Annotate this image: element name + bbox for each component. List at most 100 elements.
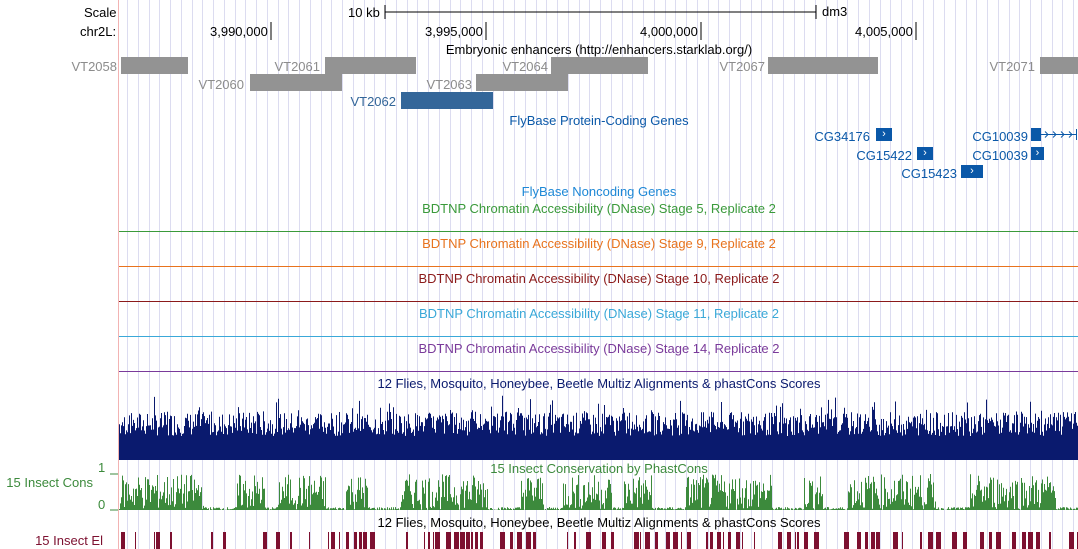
multiz-wiggle[interactable]: [119, 392, 1078, 460]
gene-feature[interactable]: ›: [917, 147, 933, 160]
conserved-element: [920, 532, 922, 549]
dnase-track-title: BDTNP Chromatin Accessibility (DNase) St…: [422, 201, 776, 216]
enhancer-feature[interactable]: [401, 92, 493, 109]
enhancer-feature[interactable]: [325, 57, 416, 74]
conserved-element: [611, 532, 614, 549]
scale-label: Scale: [84, 5, 117, 20]
dnase-signal-line[interactable]: [119, 336, 1078, 337]
dnase-track-title: BDTNP Chromatin Accessibility (DNase) St…: [422, 236, 776, 251]
enhancer-label[interactable]: VT2058: [71, 59, 117, 74]
conserved-element: [687, 532, 691, 549]
enhancer-label[interactable]: VT2062: [350, 94, 396, 109]
enhancer-feature[interactable]: [1040, 57, 1078, 74]
protein-genes-track-title: FlyBase Protein-Coding Genes: [509, 113, 689, 128]
conserved-element: [778, 532, 782, 549]
enhancer-feature[interactable]: [768, 57, 878, 74]
gene-feature[interactable]: ›: [1031, 147, 1044, 160]
dnase-track-title: BDTNP Chromatin Accessibility (DNase) St…: [418, 271, 780, 286]
dnase-signal-line[interactable]: [119, 371, 1078, 372]
conserved-element: [666, 532, 670, 549]
gene-label[interactable]: CG10039: [972, 129, 1028, 144]
conserved-element: [276, 532, 280, 549]
conserved-element: [797, 532, 799, 549]
gene-feature[interactable]: [1031, 128, 1041, 141]
gene-label[interactable]: CG34176: [814, 129, 870, 144]
enhancer-feature[interactable]: [551, 57, 648, 74]
conserved-element: [655, 532, 658, 549]
conserved-element: [980, 532, 984, 549]
conserved-element: [857, 532, 861, 549]
enhancer-label[interactable]: VT2064: [502, 59, 548, 74]
conserved-element: [406, 532, 408, 549]
phastcons-wiggle[interactable]: [119, 474, 1078, 514]
conserved-element: [331, 532, 335, 549]
dnase-signal-line[interactable]: [119, 231, 1078, 232]
conserved-element: [717, 532, 721, 549]
conserved-element: [586, 532, 591, 549]
gene-label[interactable]: CG15422: [856, 148, 912, 163]
conserved-element: [952, 532, 957, 549]
conserved-element: [211, 532, 213, 549]
conserved-element: [602, 532, 606, 549]
conserved-element: [963, 532, 967, 549]
conserved-element: [156, 532, 160, 549]
conserved-element: [876, 532, 880, 549]
elements-side-label[interactable]: 15 Insect El: [35, 533, 103, 548]
conserved-elements[interactable]: [119, 531, 1078, 549]
enhancer-label[interactable]: VT2060: [198, 77, 244, 92]
conserved-element: [471, 532, 473, 549]
conserved-element: [309, 532, 310, 549]
axis-min-label: 0: [98, 497, 106, 512]
conserved-element: [865, 532, 868, 549]
conserved-element: [517, 532, 522, 549]
conserved-element: [1028, 532, 1033, 549]
position-tick-label: 3,995,000: [425, 24, 483, 39]
conserved-element: [435, 532, 440, 549]
gene-label[interactable]: CG15423: [901, 166, 957, 181]
conserved-element: [795, 532, 796, 549]
dnase-signal-line[interactable]: [119, 301, 1078, 302]
conserved-element: [121, 532, 125, 549]
conserved-element: [673, 532, 678, 549]
enhancer-label[interactable]: VT2063: [426, 77, 472, 92]
conserved-element: [370, 532, 375, 549]
enhancers-track-title: Embryonic enhancers (http://enhancers.st…: [445, 42, 753, 57]
gene-feature[interactable]: ›: [961, 165, 983, 178]
enhancer-feature[interactable]: [476, 74, 568, 91]
conserved-element: [354, 532, 357, 549]
conserved-element: [446, 532, 451, 549]
assembly-label: dm3: [822, 4, 848, 19]
position-ruler: [270, 22, 917, 40]
conserved-element: [290, 532, 292, 549]
phastcons-axis-ticks: [110, 473, 118, 511]
conserved-element: [510, 532, 513, 549]
label-divider: [118, 0, 119, 549]
dnase-signal-line[interactable]: [119, 266, 1078, 267]
gene-label[interactable]: CG10039: [972, 148, 1028, 163]
enhancer-label[interactable]: VT2061: [274, 59, 320, 74]
enhancer-label[interactable]: VT2067: [719, 59, 765, 74]
gene-feature[interactable]: ›: [876, 128, 892, 141]
conserved-element: [928, 532, 933, 549]
chrom-label: chr2L:: [80, 24, 117, 39]
conserved-element: [989, 532, 992, 549]
conserved-element: [500, 532, 505, 549]
dnase-track-title: BDTNP Chromatin Accessibility (DNase) St…: [418, 341, 780, 356]
conserved-element: [533, 532, 536, 549]
enhancer-feature[interactable]: [121, 57, 188, 74]
enhancer-feature[interactable]: [250, 74, 342, 91]
conserved-element: [844, 532, 849, 549]
enhancer-label[interactable]: VT2071: [989, 59, 1035, 74]
conserved-element: [424, 532, 425, 549]
conserved-element: [170, 532, 172, 549]
conserved-element: [871, 532, 875, 549]
position-tick-label: 3,990,000: [210, 24, 268, 39]
conserved-element: [787, 532, 791, 549]
conserved-element: [154, 532, 155, 549]
conserved-element: [893, 532, 898, 549]
conserved-element: [359, 532, 362, 549]
gene-intron-arrows: [1041, 129, 1077, 140]
conserved-element: [902, 532, 903, 549]
phastcons-side-label[interactable]: 15 Insect Cons: [6, 475, 93, 490]
